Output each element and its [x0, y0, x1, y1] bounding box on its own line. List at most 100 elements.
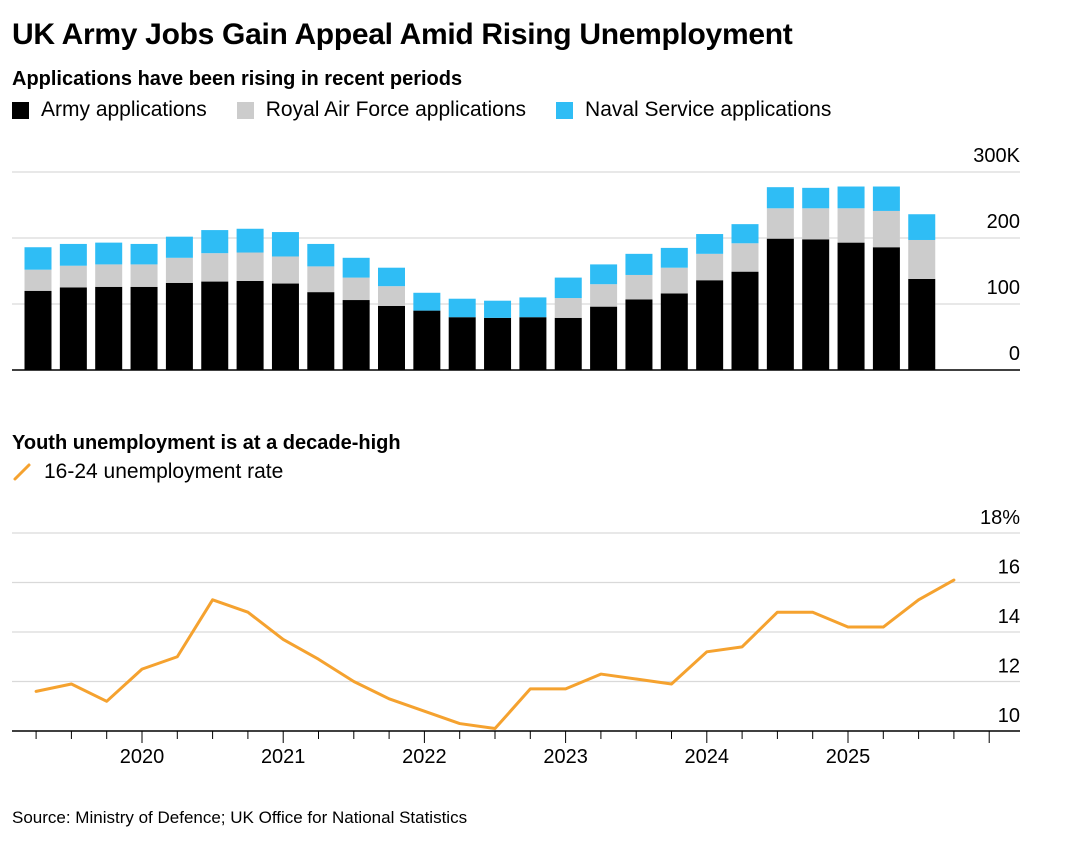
bar-raf	[696, 253, 724, 281]
bar-raf	[590, 284, 618, 307]
legend-unemployment: 16-24 unemployment rate	[12, 460, 283, 484]
bar-naval	[378, 267, 405, 287]
bar-naval	[484, 300, 512, 318]
bar-naval	[413, 292, 441, 311]
bar-y-tick-label: 100	[987, 277, 1020, 299]
bar-army	[766, 238, 794, 370]
x-tick-label: 2022	[402, 746, 447, 768]
bar-raf	[378, 286, 405, 306]
bar-army	[165, 282, 193, 370]
x-tick-label: 2020	[120, 746, 165, 768]
line-y-tick-label: 16	[998, 557, 1020, 579]
legend-army-swatch	[12, 101, 29, 119]
legend-naval: Naval Service applications	[556, 98, 831, 122]
bar-naval	[236, 228, 264, 253]
bar-naval	[307, 243, 335, 267]
line-chart-legend: 16-24 unemployment rate	[12, 460, 313, 484]
bar-raf	[271, 256, 299, 284]
bar-raf	[307, 266, 335, 293]
bar-army	[95, 286, 123, 370]
bar-raf	[24, 269, 52, 291]
bar-raf	[908, 239, 936, 279]
line-chart: 10 12 14 16 18% 2020 2021 2022 2023 2024 2025	[12, 507, 1020, 768]
bar-raf	[130, 264, 158, 287]
bar-naval	[519, 297, 547, 318]
bar-chart: 0 100 200 300K	[12, 145, 1021, 371]
legend-naval-swatch	[556, 101, 574, 119]
bar-army	[872, 247, 900, 370]
bar-army	[837, 242, 865, 370]
bar-y-tick-label: 300K	[973, 145, 1020, 167]
bar-naval	[342, 257, 370, 278]
bar-chart-subtitle: Applications have been rising in recent …	[12, 68, 463, 90]
x-tick-label: 2025	[826, 746, 871, 768]
line-chart-subtitle: Youth unemployment is at a decade-high	[12, 432, 401, 454]
bar-naval	[554, 277, 582, 299]
bar-raf	[236, 252, 264, 281]
bar-raf	[660, 267, 688, 294]
bar-army	[908, 278, 936, 370]
bar-raf	[872, 210, 900, 248]
legend-army-label: Army applications	[41, 98, 207, 121]
bar-army	[413, 310, 441, 370]
bar-army	[59, 287, 87, 370]
bar-army	[660, 293, 688, 370]
bar-naval	[908, 214, 936, 240]
bar-y-tick-label: 0	[1009, 343, 1020, 365]
bar-army	[448, 317, 476, 370]
x-tick-label: 2024	[685, 746, 730, 768]
bar-naval	[448, 298, 476, 318]
line-y-tick-label: 14	[998, 606, 1020, 628]
bar-naval	[201, 230, 229, 254]
bar-raf	[731, 243, 759, 272]
bar-army	[342, 300, 370, 370]
bar-naval	[837, 186, 865, 209]
legend-raf-label: Royal Air Force applications	[265, 98, 527, 121]
bar-army	[378, 305, 405, 370]
bar-raf	[625, 274, 653, 300]
bar-naval	[165, 236, 193, 258]
bar-army	[519, 317, 547, 370]
legend-army: Army applications	[12, 98, 207, 122]
bar-raf	[342, 277, 370, 301]
bar-army	[130, 286, 158, 370]
legend-unemployment-line-icon	[13, 463, 31, 481]
bar-naval	[625, 253, 653, 275]
unemployment-line	[34, 578, 956, 731]
line-y-tick-label: 10	[998, 705, 1020, 727]
bar-naval	[24, 247, 52, 270]
bar-army	[554, 317, 582, 370]
bar-army	[307, 292, 335, 370]
bar-raf	[165, 257, 193, 283]
bar-army	[731, 271, 759, 370]
bar-army	[696, 280, 724, 370]
bar-naval	[731, 224, 759, 244]
x-tick-label: 2023	[543, 746, 588, 768]
bar-army	[625, 299, 653, 370]
bar-naval	[802, 187, 830, 209]
bar-raf	[802, 208, 830, 240]
legend-raf-swatch	[236, 101, 254, 119]
legend-naval-label: Naval Service applications	[585, 98, 832, 121]
bar-army	[484, 317, 512, 370]
bar-naval	[590, 264, 618, 285]
bar-raf	[837, 208, 865, 243]
line-y-tick-label: 12	[998, 656, 1020, 678]
bar-naval	[696, 234, 724, 254]
bar-naval	[660, 247, 688, 268]
bar-army	[24, 290, 52, 370]
line-y-tick-label: 18%	[980, 507, 1020, 529]
bar-naval	[59, 243, 87, 266]
bar-naval	[766, 187, 794, 209]
bar-army	[802, 239, 830, 370]
bar-army	[271, 283, 299, 370]
source-note: Source: Ministry of Defence; UK Office f…	[12, 808, 468, 827]
bar-raf	[59, 265, 87, 288]
bar-raf	[554, 298, 582, 318]
chart-title: UK Army Jobs Gain Appeal Amid Rising Une…	[12, 18, 793, 51]
legend-raf: Royal Air Force applications	[236, 98, 527, 122]
bar-naval	[271, 232, 299, 257]
x-tick-label: 2021	[261, 746, 306, 768]
bar-army	[590, 306, 618, 370]
bar-chart-legend: Army applications Royal Air Force applic…	[12, 98, 861, 122]
